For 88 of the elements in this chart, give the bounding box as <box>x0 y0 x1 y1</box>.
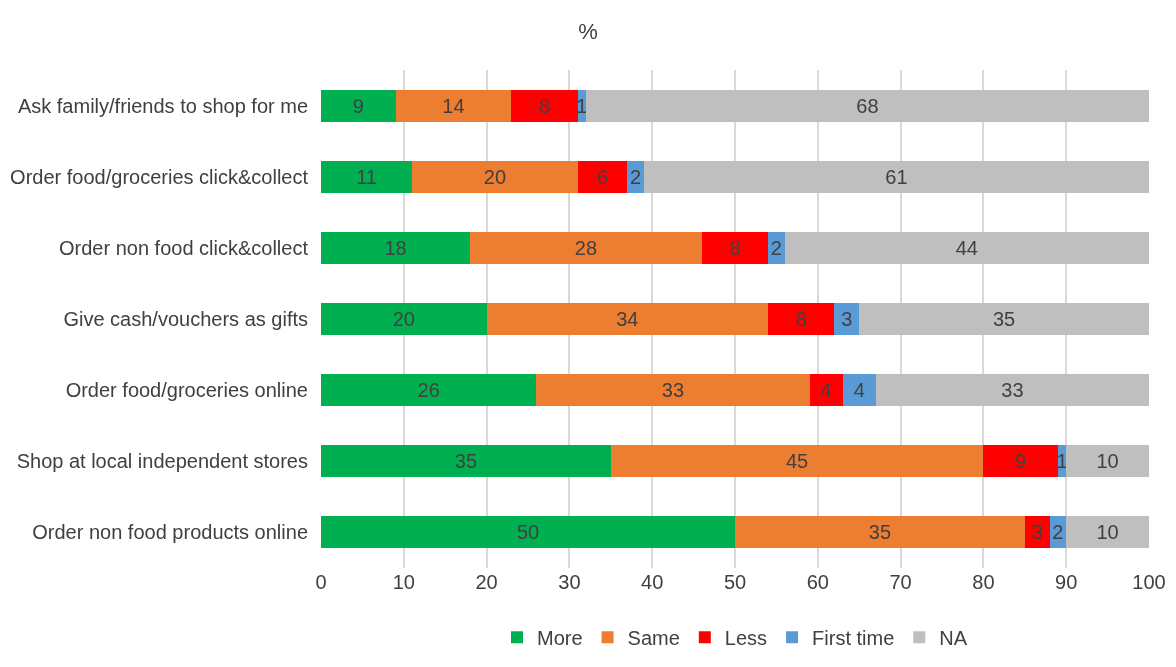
bar <box>1024 516 1050 549</box>
bar <box>486 302 769 336</box>
y-tick-label: Give cash/vouchers as gifts <box>63 308 308 330</box>
chart-title: % <box>578 18 598 44</box>
bar <box>511 89 578 122</box>
legend-label: Less <box>724 627 768 650</box>
data-label: 2 <box>770 236 782 259</box>
bar <box>321 516 735 549</box>
y-tick-label: Ask family/friends to shop for me <box>17 94 308 117</box>
bar <box>784 231 1149 264</box>
bar <box>859 302 1149 336</box>
bar <box>809 374 843 407</box>
bar <box>321 231 471 264</box>
data-label: 20 <box>392 308 415 330</box>
data-label: 6 <box>596 165 609 188</box>
data-label: 4 <box>853 379 865 402</box>
bar <box>321 160 413 193</box>
bar <box>643 160 1149 193</box>
bar <box>1066 445 1149 478</box>
data-label: 3 <box>1031 521 1043 544</box>
x-tick-label: 100 <box>1132 571 1166 593</box>
x-tick-label: 10 <box>392 571 415 593</box>
data-label: 68 <box>856 94 879 117</box>
legend-label: More <box>537 627 583 650</box>
data-label: 9 <box>352 94 364 117</box>
bar <box>983 445 1058 478</box>
data-label: 20 <box>483 165 507 188</box>
x-tick-label: 60 <box>806 571 829 593</box>
data-label: 10 <box>1096 521 1119 544</box>
y-tick-label: Order food/groceries click&collect <box>10 165 309 188</box>
x-tick-label: 50 <box>723 571 747 593</box>
x-tick-label: 40 <box>641 571 664 593</box>
x-tick-label: 0 <box>315 571 327 593</box>
data-label: 33 <box>661 379 685 402</box>
data-label: 18 <box>384 236 407 259</box>
data-label: 45 <box>785 450 809 473</box>
bar <box>321 445 611 478</box>
bar <box>610 445 984 478</box>
data-label: 35 <box>454 450 478 473</box>
data-label: 2 <box>1052 521 1064 544</box>
data-label: 28 <box>574 236 598 259</box>
bar <box>585 89 1149 122</box>
data-label: 50 <box>516 521 540 544</box>
data-label: 1 <box>1056 450 1068 473</box>
y-tick-label: Order food/groceries online <box>65 379 308 402</box>
data-label: 4 <box>820 379 832 402</box>
data-label: 10 <box>1096 450 1119 473</box>
data-label: 8 <box>795 308 807 330</box>
bar <box>321 302 487 336</box>
bar <box>875 374 1149 407</box>
data-label: 2 <box>630 165 642 188</box>
bar <box>577 160 628 193</box>
bar <box>701 231 769 264</box>
bar <box>321 89 396 122</box>
bar <box>834 302 860 336</box>
data-label: 11 <box>356 165 377 188</box>
data-label: 33 <box>1001 379 1024 402</box>
bar <box>1066 516 1149 549</box>
data-label: 8 <box>729 236 741 259</box>
x-tick-label: 80 <box>972 571 995 593</box>
bar <box>321 374 537 407</box>
data-label: 9 <box>1015 450 1027 473</box>
y-tick-label: Order non food products online <box>32 521 308 544</box>
data-label: 14 <box>442 94 465 117</box>
y-tick-label: Shop at local independent stores <box>16 450 308 473</box>
data-label: 26 <box>417 379 440 402</box>
data-label: 35 <box>992 308 1016 330</box>
bar <box>395 89 512 122</box>
data-label: 34 <box>616 308 639 330</box>
legend-label: First time <box>812 627 895 650</box>
x-tick-label: 90 <box>1055 571 1078 593</box>
bar <box>536 374 810 407</box>
data-label: 61 <box>885 165 908 188</box>
data-label: 8 <box>539 94 551 117</box>
x-tick-label: 30 <box>558 571 581 593</box>
bar <box>735 516 1025 549</box>
bar <box>842 374 876 407</box>
data-label: 3 <box>841 308 853 330</box>
bar <box>412 160 578 193</box>
legend-label: Same <box>627 627 680 650</box>
data-label: 44 <box>955 236 978 259</box>
data-label: 35 <box>868 521 892 544</box>
x-tick-label: 70 <box>889 571 912 593</box>
bar <box>768 302 835 336</box>
bar <box>470 231 702 264</box>
x-tick-label: 20 <box>475 571 498 593</box>
legend-label: NA <box>939 627 968 650</box>
y-tick-label: Order non food click&collect <box>58 236 309 259</box>
